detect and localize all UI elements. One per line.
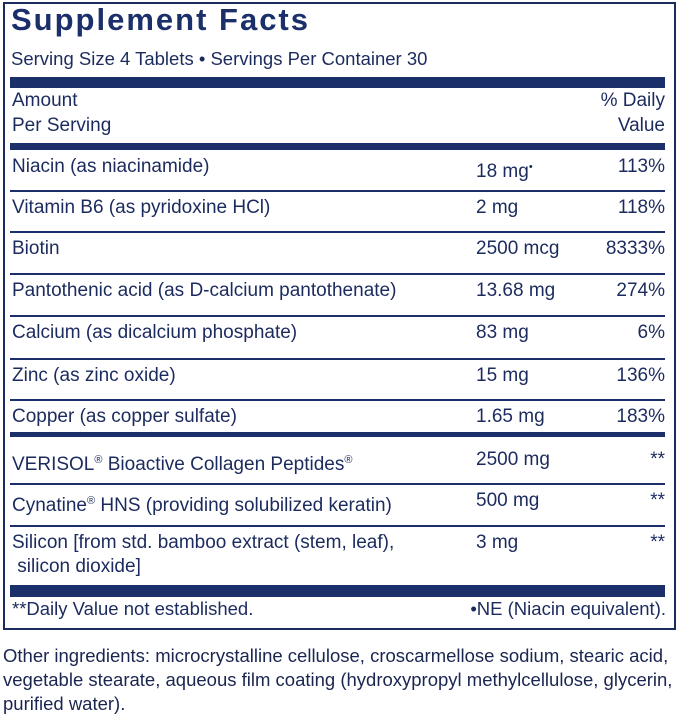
panel-title: Supplement Facts (11, 2, 310, 37)
nutrient-dv: 113% (617, 156, 665, 177)
nutrient-amount: 1.65 mg (476, 405, 545, 429)
footnote-dv: **Daily Value not established. (12, 598, 254, 619)
nutrient-name: Pantothenic acid (as D-calcium pantothen… (12, 280, 397, 301)
amount-value: 15 mg (476, 365, 529, 386)
row-divider (10, 358, 665, 360)
row-divider (10, 315, 665, 317)
ingredient-dv: ** (650, 449, 665, 470)
amount-header-line1: Amount (12, 90, 78, 111)
ingredient-name: Cynatine® HNS (providing solubilized ker… (12, 489, 392, 518)
row-divider (10, 483, 665, 485)
dv-header-line1: % Daily (600, 90, 665, 111)
other-ingredients: Other ingredients: microcrystalline cell… (3, 645, 673, 714)
nutrient-name: Zinc (as zinc oxide) (12, 365, 176, 386)
nutrient-name: Calcium (as dicalcium phosphate) (12, 322, 298, 343)
nutrient-dv: 8333% (605, 238, 665, 259)
nutrient-amount: 18 mg• (476, 155, 533, 184)
ingredient-amount: 3 mg (476, 532, 519, 553)
serving-info: Serving Size 4 Tablets • Servings Per Co… (11, 48, 428, 69)
row-divider (10, 231, 665, 233)
nutrient-dv: 136% (616, 365, 665, 386)
ingredient-name: VERISOL® Bioactive Collagen Peptides® (12, 448, 352, 477)
amount-value: 2 mg (476, 197, 519, 218)
amount-value: 1.65 mg (476, 406, 545, 427)
nutrient-dv: 118% (617, 197, 665, 218)
nutrient-amount: 83 mg (476, 321, 529, 345)
row-divider (10, 190, 665, 192)
footnote-ne: •NE (Niacin equivalent). (470, 598, 666, 619)
row-divider (10, 399, 665, 401)
row-divider (10, 273, 665, 275)
brand-name: VERISOL (12, 454, 95, 475)
amount-value: 83 mg (476, 322, 529, 343)
nutrient-dv: 183% (616, 406, 665, 427)
amount-value: 13.68 mg (476, 280, 556, 301)
nutrient-dv: 274% (616, 280, 665, 301)
nutrient-amount: 15 mg (476, 364, 529, 388)
nutrient-name: Vitamin B6 (as pyridoxine HCl) (12, 197, 271, 218)
nutrient-name: Niacin (as niacinamide) (12, 156, 210, 177)
niacin-equivalent-mark: • (528, 161, 533, 173)
nutrient-amount: 2 mg (476, 196, 518, 220)
thick-divider (10, 77, 665, 88)
thick-divider (10, 143, 665, 150)
nutrient-amount: 2500 mcg (476, 237, 559, 261)
ingredient-name: Silicon [from std. bamboo extract (stem,… (12, 531, 394, 579)
nutrient-amount: 13.68 mg (476, 279, 555, 303)
name-line2: silicon dioxide] (12, 556, 141, 577)
ingredient-amount: 500 mg (476, 490, 540, 511)
supplement-facts-panel (3, 2, 676, 630)
thick-divider (10, 585, 665, 597)
nutrient-name: Copper (as copper sulfate) (12, 406, 237, 427)
dv-header: % Daily Value (601, 88, 665, 138)
name-rest: HNS (providing solubilized keratin) (95, 495, 392, 516)
ingredient-dv: ** (650, 490, 665, 511)
registered-mark: ® (94, 454, 103, 466)
ingredient-dv: ** (650, 532, 665, 553)
amount-header: Amount Per Serving (12, 88, 111, 138)
name-line1: Silicon [from std. bamboo extract (stem,… (12, 532, 395, 553)
name-rest: Bioactive Collagen Peptides (102, 454, 345, 475)
amount-value: 2500 mcg (476, 238, 560, 259)
amount-header-line2: Per Serving (12, 115, 112, 136)
ingredient-amount: 2500 mg (476, 449, 550, 470)
brand-name: Cynatine (12, 495, 87, 516)
amount-value: 18 mg (476, 161, 529, 182)
medium-divider (10, 432, 665, 437)
row-divider (10, 525, 665, 527)
nutrient-dv: 6% (637, 322, 665, 343)
registered-mark: ® (344, 454, 353, 466)
nutrient-name: Biotin (12, 238, 60, 259)
dv-header-line2: Value (617, 115, 665, 136)
registered-mark: ® (87, 495, 96, 507)
